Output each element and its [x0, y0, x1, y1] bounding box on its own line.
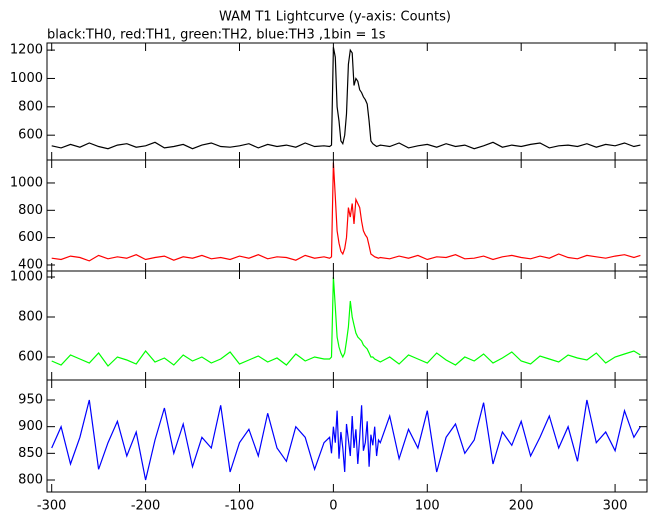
x-tick-label: 100	[415, 499, 440, 514]
y-tick-label: 900	[18, 419, 43, 434]
x-tick-label: 300	[603, 499, 628, 514]
y-tick-label: 800	[18, 310, 43, 325]
y-tick-label: 600	[18, 128, 43, 143]
y-tick-label: 1000	[10, 270, 43, 285]
y-tick-label: 400	[18, 257, 43, 272]
y-tick-label: 950	[18, 393, 43, 408]
x-tick-label: 200	[509, 499, 534, 514]
data-line	[51, 162, 641, 262]
y-tick-label: 800	[18, 99, 43, 114]
y-tick-label: 800	[18, 203, 43, 218]
y-tick-label: 1000	[10, 71, 43, 86]
x-tick-label: -100	[225, 499, 255, 514]
x-tick-label: 0	[329, 499, 337, 514]
data-line	[51, 276, 641, 367]
y-tick-label: 600	[18, 350, 43, 365]
x-tick-label: -300	[37, 499, 67, 514]
chart-title: WAM T1 Lightcurve (y-axis: Counts)	[219, 10, 451, 25]
panel-frame	[46, 379, 648, 493]
y-tick-label: 1000	[10, 175, 43, 190]
chart-subtitle: black:TH0, red:TH1, green:TH2, blue:TH3 …	[47, 28, 386, 43]
y-tick-label: 600	[18, 230, 43, 245]
x-tick-label: -200	[131, 499, 161, 514]
y-tick-label: 800	[18, 473, 43, 488]
y-tick-label: 1200	[10, 43, 43, 58]
data-line	[51, 47, 641, 150]
y-tick-label: 850	[18, 446, 43, 461]
data-line	[51, 399, 641, 481]
